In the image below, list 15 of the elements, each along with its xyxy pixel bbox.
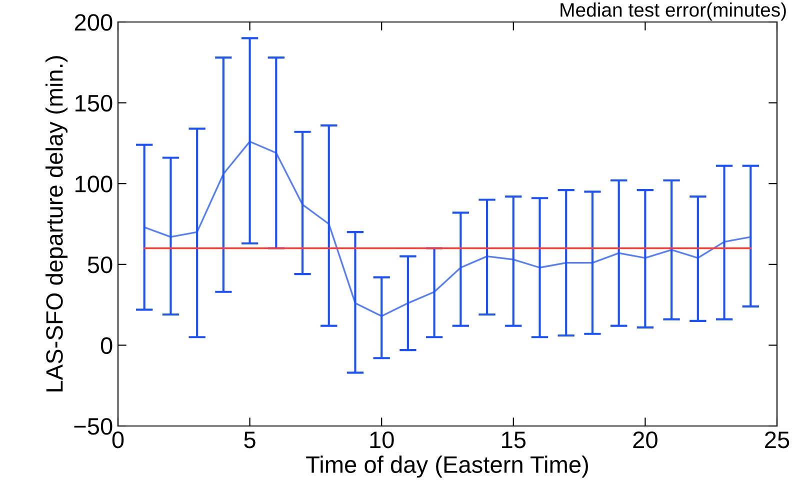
x-tick-label: 20	[633, 431, 658, 448]
x-tick-label: 10	[370, 431, 394, 448]
x-tick-label: 15	[502, 432, 526, 448]
x-tick-label: 25	[765, 431, 790, 448]
y-tick-label: 100	[76, 176, 112, 192]
y-tick-label: 0	[100, 337, 112, 354]
y-tick-label: 200	[74, 14, 112, 31]
y-tick-label: −50	[74, 418, 112, 435]
y-tick-label: 150	[76, 94, 112, 112]
y-tick-label: 50	[88, 256, 112, 274]
x-tick-label: 0	[112, 431, 124, 448]
x-tick-label: 5	[244, 432, 256, 448]
y-axis-title: LAS-SFO departure delay (min.)	[46, 56, 68, 392]
chart-title: Median test error(minutes)	[560, 2, 786, 21]
x-axis-title: Time of day (Eastern Time)	[306, 456, 588, 478]
